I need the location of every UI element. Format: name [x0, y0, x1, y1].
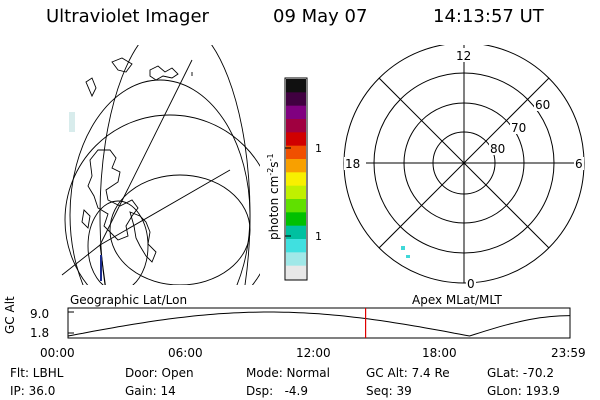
time-label: 14:13:57 UT: [433, 6, 544, 27]
label-bg: [466, 276, 476, 288]
spacecraft-track: [100, 255, 102, 281]
aurora-pixel: [401, 246, 405, 250]
time-tick-2359: 23:59: [551, 346, 586, 360]
coastline: [129, 211, 157, 263]
altitude-min-label: 1.8: [30, 326, 50, 340]
color-stripe: [286, 185, 306, 200]
aurora-pixel: [406, 255, 410, 258]
color-stripe: [286, 159, 306, 173]
color-stripe: [286, 79, 306, 93]
tick-label-100: 100: [315, 142, 322, 155]
altitude-axis-label: GC Alt: [3, 296, 17, 334]
time-tick-0000: 00:00: [40, 346, 75, 360]
coastline: [87, 149, 139, 241]
latitude-circle: [87, 200, 149, 285]
altitude-frame: [67, 307, 571, 339]
label-bg: [489, 142, 507, 155]
color-bar-frame: [284, 77, 308, 281]
label-bg: [510, 121, 528, 134]
label-bg: [455, 48, 474, 62]
mode-info: Mode: Normal: [246, 366, 330, 380]
color-stripe: [286, 145, 306, 160]
lat-label-70: 70: [511, 121, 526, 135]
color-scale-bar: 100 10 photon cm-2s-1: [266, 77, 322, 281]
apex-label: Apex MLat/MLT: [412, 293, 502, 307]
color-stripe: [286, 225, 306, 240]
mlt-label-18: 18: [345, 157, 360, 171]
meridian-line: [99, 244, 106, 285]
tick-label-10: 10: [315, 230, 322, 243]
instrument-title: Ultraviolet Imager: [46, 6, 209, 27]
meridian-line: [61, 244, 101, 276]
filter-info: Flt: LBHL: [10, 366, 64, 380]
color-stripe: [286, 199, 306, 213]
ip-info: IP: 36.0: [10, 384, 56, 398]
latitude-circle: [69, 79, 251, 285]
time-tick-0600: 06:00: [168, 346, 203, 360]
coastline: [85, 77, 97, 98]
color-stripe: [286, 119, 306, 133]
colorbar-axis-label: photon cm-2s-1: [266, 153, 281, 240]
altitude-max-label: 9.0: [30, 307, 50, 321]
coastline: [111, 57, 133, 73]
lat-label-80: 80: [490, 142, 505, 156]
geographic-label: Geographic Lat/Lon: [70, 293, 188, 307]
label-bg: [574, 157, 584, 170]
coastline: [149, 65, 179, 81]
altitude-curve: [67, 311, 571, 337]
color-stripe: [286, 265, 306, 280]
dsp-info: Dsp: -4.9: [246, 384, 309, 398]
label-bg: [344, 157, 366, 170]
date-label: 09 May 07: [273, 6, 368, 27]
glat-info: GLat: -70.2: [487, 366, 554, 380]
coastline: [81, 209, 91, 229]
meridian-line: [99, 169, 231, 246]
latitude-circle: [64, 114, 260, 285]
color-stripe: [286, 132, 306, 147]
mlt-label-12: 12: [456, 49, 471, 63]
lat-label-60: 60: [535, 98, 550, 112]
gain-info: Gain: 14: [125, 384, 176, 398]
geographic-map: [61, 45, 260, 285]
color-stripe: [286, 92, 306, 107]
color-stripe: [286, 239, 306, 253]
mlt-label-6: 6: [575, 157, 583, 171]
gc-alt-info: GC Alt: 7.4 Re: [366, 366, 450, 380]
latitude-circle: [99, 45, 251, 285]
meridian-line: [99, 59, 193, 246]
altitude-timeline: [67, 307, 571, 339]
color-scale-stripes: [286, 79, 306, 280]
time-tick-1200: 12:00: [296, 346, 331, 360]
mlt-diagonal: [378, 77, 550, 249]
door-info: Door: Open: [125, 366, 194, 380]
glon-info: GLon: 193.9: [487, 384, 560, 398]
color-stripe: [286, 105, 306, 120]
latitude-circle: [109, 174, 251, 285]
mlt-label-0: 0: [467, 277, 475, 291]
color-stripe: [286, 212, 306, 227]
aurora-pixel: [69, 112, 75, 132]
seq-info: Seq: 39: [366, 384, 412, 398]
time-tick-1800: 18:00: [422, 346, 457, 360]
color-stripe: [286, 172, 306, 187]
label-bg: [534, 98, 552, 111]
polar-mlt-plot: 12 18 6 0 60 70 80: [343, 45, 585, 291]
color-stripe: [286, 252, 306, 267]
